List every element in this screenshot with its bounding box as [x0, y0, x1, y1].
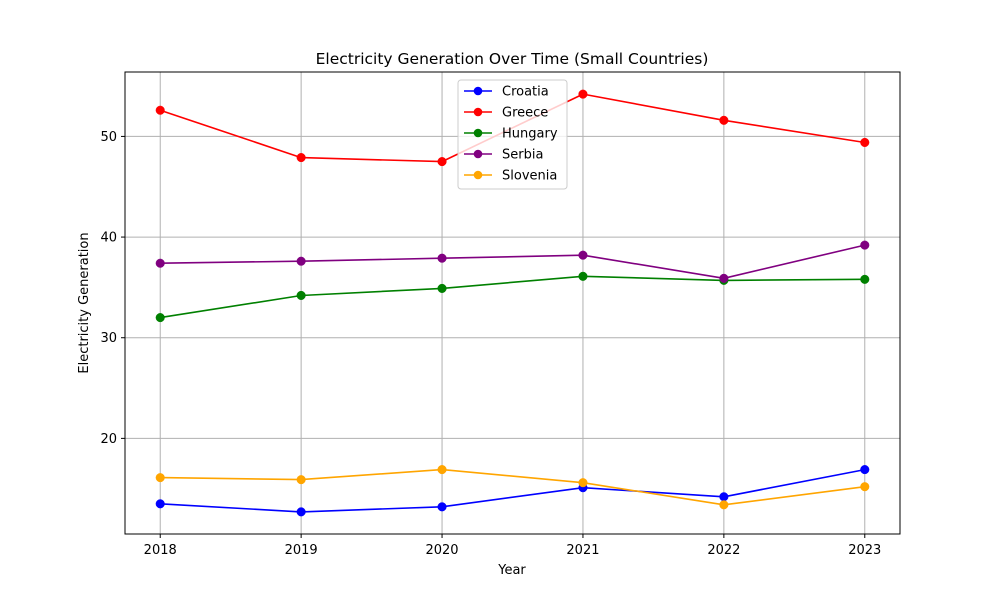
legend-item-slovenia: Slovenia: [464, 169, 557, 184]
legend-item-hungary: Hungary: [464, 127, 558, 142]
data-point-slovenia: [155, 473, 165, 483]
series-croatia: [155, 465, 870, 517]
y-tick-label: 50: [100, 130, 117, 145]
data-point-croatia: [296, 507, 306, 517]
series-line-hungary: [160, 275, 865, 319]
data-point-serbia: [578, 250, 588, 260]
legend-marker-greece: [473, 107, 483, 117]
data-point-slovenia: [437, 465, 447, 475]
legend-label-greece: Greece: [502, 106, 548, 121]
legend-marker-hungary: [473, 128, 483, 138]
data-point-greece: [296, 153, 306, 163]
legend-label-serbia: Serbia: [502, 148, 543, 163]
legend-marker-serbia: [473, 149, 483, 159]
data-point-croatia: [719, 492, 729, 502]
legend-item-serbia: Serbia: [464, 148, 543, 163]
x-tick-label: 2023: [848, 543, 881, 558]
series-serbia: [155, 240, 870, 283]
data-point-serbia: [719, 273, 729, 283]
data-point-greece: [437, 157, 447, 167]
chart-title: Electricity Generation Over Time (Small …: [316, 50, 709, 68]
legend: Croatia Greece Hungary Serbia Slovenia: [457, 79, 568, 190]
y-tick-label: 20: [100, 432, 117, 447]
legend-marker-croatia: [473, 86, 483, 96]
data-point-croatia: [155, 499, 165, 509]
data-point-hungary: [296, 290, 306, 301]
legend-label-hungary: Hungary: [502, 127, 558, 142]
x-tick-label: 2018: [144, 543, 177, 558]
data-point-hungary: [437, 283, 447, 293]
legend-item-greece: Greece: [464, 106, 548, 121]
data-point-slovenia: [578, 478, 588, 488]
data-point-serbia: [296, 256, 306, 266]
y-tick-label: 40: [100, 231, 117, 246]
x-tick-label: 2022: [707, 543, 740, 558]
axes: 2018 2019 2020 2021 2022 2023 20 30 40 50: [100, 130, 881, 558]
x-tick-label: 2020: [425, 543, 458, 558]
data-point-croatia: [860, 465, 870, 475]
data-point-hungary: [860, 274, 870, 284]
y-axis-label: Electricity Generation: [77, 232, 92, 373]
data-point-slovenia: [296, 475, 306, 485]
legend-box: [457, 79, 568, 190]
data-point-serbia: [860, 240, 870, 250]
series-slovenia: [155, 465, 870, 510]
legend-marker-slovenia: [473, 170, 483, 180]
series-line-croatia: [160, 468, 865, 513]
legend-item-croatia: Croatia: [464, 85, 549, 100]
data-point-greece: [719, 115, 729, 125]
plot-area: [124, 71, 901, 535]
legend-label-slovenia: Slovenia: [502, 169, 557, 184]
data-point-croatia: [437, 502, 447, 512]
x-tick-label: 2019: [285, 543, 318, 558]
series-line-slovenia: [160, 468, 865, 506]
x-axis-label: Year: [497, 563, 526, 578]
data-point-greece: [155, 105, 165, 115]
data-point-slovenia: [719, 500, 729, 510]
legend-label-croatia: Croatia: [502, 85, 549, 100]
data-point-greece: [578, 89, 588, 99]
x-tick-label: 2021: [566, 543, 599, 558]
data-point-greece: [860, 137, 870, 148]
data-point-serbia: [437, 253, 447, 263]
data-point-slovenia: [860, 482, 870, 492]
y-tick-label: 30: [100, 331, 117, 346]
data-point-hungary: [578, 271, 588, 281]
data-point-serbia: [155, 258, 165, 268]
data-point-hungary: [155, 313, 165, 323]
series-line-serbia: [160, 244, 865, 280]
